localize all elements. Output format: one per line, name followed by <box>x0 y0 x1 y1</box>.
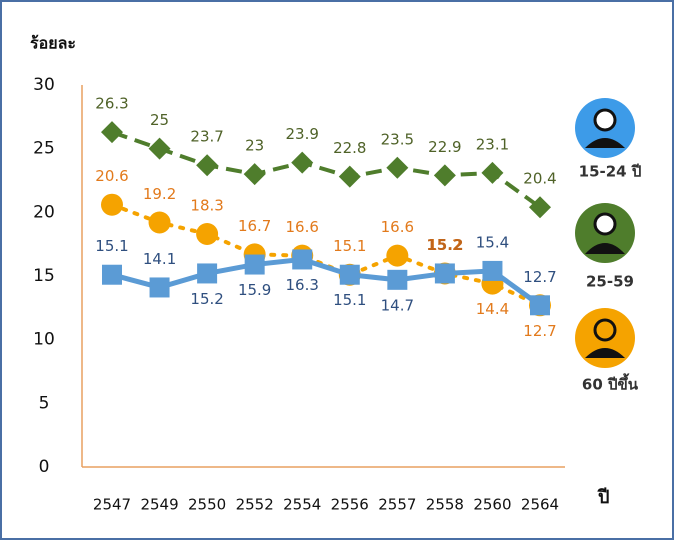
y-axis-label: ร้อยละ <box>30 34 76 53</box>
data-label: 14.1 <box>143 250 176 268</box>
y-tick-label: 25 <box>33 139 55 159</box>
icon-25-59 <box>575 203 635 263</box>
marker <box>338 165 361 188</box>
data-label: 23.5 <box>381 130 414 148</box>
data-label: 14.4 <box>476 300 509 318</box>
marker <box>386 244 409 267</box>
series-line <box>111 130 542 209</box>
data-label: 23 <box>245 137 264 155</box>
series-line <box>110 202 542 308</box>
data-label: 15.1 <box>333 237 366 255</box>
y-tick-label: 30 <box>33 75 55 95</box>
data-label: 15.2 <box>190 290 223 308</box>
icon-15-24 <box>575 98 635 158</box>
data-label: 25 <box>150 111 169 129</box>
marker <box>292 249 313 270</box>
data-label: 15.2 <box>428 236 461 254</box>
marker <box>102 264 122 285</box>
x-tick-label: 2550 <box>188 496 226 514</box>
data-label: 23.9 <box>286 125 319 143</box>
marker <box>148 211 171 234</box>
marker <box>387 269 408 290</box>
marker <box>434 263 455 284</box>
series-line <box>111 256 542 308</box>
marker <box>196 154 219 177</box>
legend-label: 25-59 <box>586 273 634 291</box>
data-label: 15.9 <box>238 281 271 299</box>
data-label: 19.2 <box>143 185 176 203</box>
data-label: 14.7 <box>381 296 414 314</box>
legend-label: 15-24 ปี <box>579 163 642 181</box>
x-axis-label: ปี <box>597 487 610 508</box>
data-label: 22.9 <box>428 138 461 156</box>
x-tick-label: 2547 <box>93 496 131 514</box>
marker <box>197 263 218 284</box>
x-tick-label: 2556 <box>331 496 369 514</box>
data-label: 20.6 <box>95 167 128 185</box>
marker <box>433 164 456 187</box>
data-label: 15.4 <box>476 233 509 251</box>
x-tick-label: 2554 <box>283 496 321 514</box>
data-label: 16.7 <box>238 217 271 235</box>
x-tick-label: 2552 <box>236 496 274 514</box>
marker <box>291 151 314 174</box>
marker <box>339 264 360 285</box>
x-tick-label: 2560 <box>473 496 511 514</box>
data-label: 15.1 <box>333 291 366 309</box>
marker <box>530 295 550 316</box>
marker <box>386 156 409 179</box>
y-tick-label: 10 <box>33 330 55 350</box>
data-label: 12.7 <box>523 322 556 340</box>
marker <box>529 196 551 219</box>
data-label: 15.2 <box>426 236 463 254</box>
icon-60-plus <box>575 308 635 368</box>
data-label: 16.3 <box>286 276 319 294</box>
y-tick-label: 15 <box>33 266 55 286</box>
marker <box>481 161 504 184</box>
x-tick-label: 2557 <box>378 496 416 514</box>
marker <box>196 222 219 245</box>
marker <box>482 260 503 281</box>
y-tick-label: 5 <box>39 393 50 413</box>
x-tick-label: 2564 <box>521 496 559 514</box>
y-tick-label: 20 <box>33 202 55 222</box>
marker <box>148 137 171 160</box>
data-label: 22.8 <box>333 139 366 157</box>
data-label: 16.6 <box>381 218 414 236</box>
data-label: 16.6 <box>286 218 319 236</box>
data-label: 23.7 <box>190 128 223 146</box>
data-label: 26.3 <box>95 95 128 113</box>
marker <box>243 163 266 186</box>
marker <box>101 121 123 144</box>
data-label: 23.1 <box>476 135 509 153</box>
marker <box>101 193 123 216</box>
x-tick-label: 2558 <box>426 496 464 514</box>
data-label: 15.1 <box>95 237 128 255</box>
x-tick-label: 2549 <box>140 496 178 514</box>
legend-label: 60 ปีขึ้น <box>582 373 639 394</box>
data-label: 20.4 <box>523 170 556 188</box>
marker <box>149 277 170 298</box>
data-label: 12.7 <box>523 268 556 286</box>
y-tick-label: 0 <box>39 457 50 477</box>
marker <box>244 254 265 275</box>
data-label: 18.3 <box>190 196 223 214</box>
